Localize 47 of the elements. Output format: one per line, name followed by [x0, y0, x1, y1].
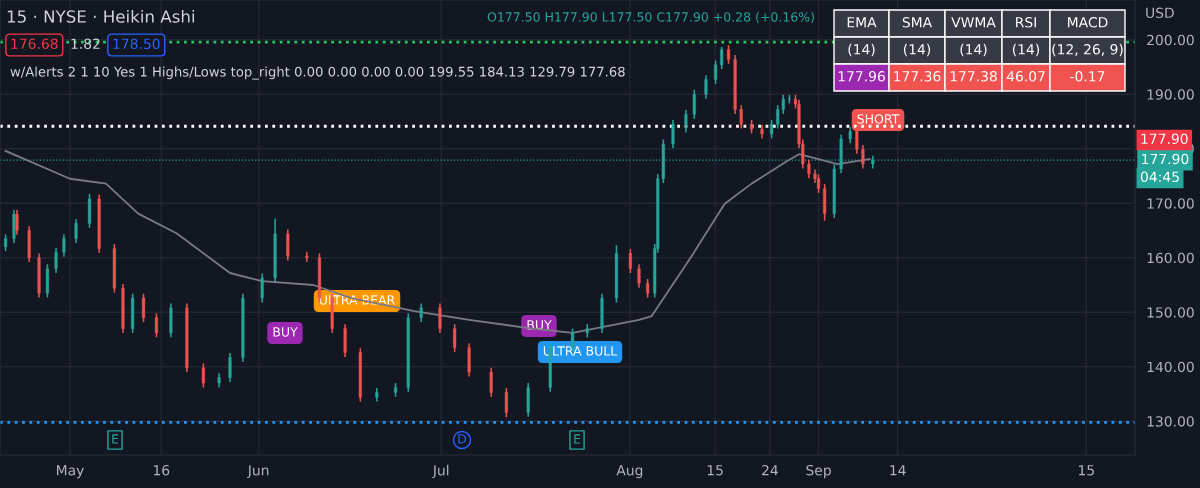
x-tick-label: 24: [762, 464, 778, 476]
y-tick-label: 200.00: [1147, 34, 1194, 46]
x-tick-label: 15: [1079, 465, 1094, 476]
text: O177.50 H177.90 L177.50 C177.90 +0.28 (+0.16%): [487, 11, 814, 24]
y-tick-label: 170.00: [1147, 198, 1194, 209]
y-tick-label: 160.00: [1147, 252, 1194, 264]
x-tick-label: 15: [707, 465, 723, 476]
annotation: 177.36: [894, 71, 941, 82]
y-tick-label: 140.00: [1147, 361, 1194, 373]
annotation: (14): [960, 43, 987, 57]
annotation: -0.17: [1070, 71, 1105, 82]
annotation: RSI: [1016, 17, 1036, 28]
annotation: w/Alerts 2 1 10 Yes 1 Highs/Lows top_right 0.00 0.00 0.00 0.00 199.55 184.13 129.79 177.68: [10, 66, 625, 80]
annotation: EMA: [847, 17, 877, 28]
x-tick-label: Aug: [616, 465, 643, 479]
annotation: SHORT: [857, 114, 900, 124]
annotation: MACD: [1068, 17, 1108, 28]
annotation: 177.96: [838, 71, 885, 82]
annotation: (12, 26, 9): [1052, 43, 1123, 57]
annotation: 178.50: [113, 38, 160, 50]
ref-line-label: 177.90: [1142, 153, 1189, 165]
y-tick-label: 150.00: [1147, 307, 1194, 318]
annotation: (14): [848, 43, 875, 57]
x-tick-label: Sep: [806, 464, 831, 479]
x-tick-label: Jun: [247, 465, 269, 479]
annotation: E: [574, 434, 581, 444]
annotation: VWMA: [951, 17, 996, 28]
annotation: 177.38: [950, 71, 997, 82]
x-tick-label: Jul: [432, 464, 449, 479]
x-tick-label: 16: [153, 464, 170, 476]
annotation: D: [458, 434, 467, 444]
chart-title: 15 · NYSE · Heikin Ashi: [7, 9, 195, 23]
annotation: (14): [1012, 43, 1040, 57]
x-tick-label: 14: [890, 465, 906, 476]
y-tick-label: 130.00: [1147, 416, 1194, 427]
y-tick-label: 190.00: [1147, 89, 1194, 100]
text: 177.90: [1141, 133, 1188, 145]
annotation: SMA: [902, 17, 933, 28]
annotation: 176.68: [11, 38, 58, 50]
annotation: 46.07: [1006, 71, 1045, 82]
annotation: BUY: [273, 327, 298, 337]
text: USD: [1146, 7, 1174, 19]
x-tick-label: May: [56, 465, 84, 479]
annotation: E: [112, 434, 119, 444]
annotation: (14): [903, 43, 931, 57]
annotation: 1.82: [71, 38, 100, 50]
text: 04:45: [1140, 171, 1179, 183]
